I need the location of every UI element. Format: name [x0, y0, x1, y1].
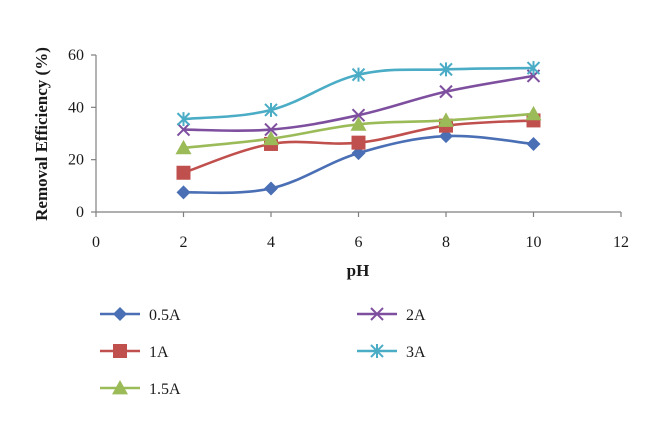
data-point [263, 130, 279, 146]
legend-item: 1A [100, 344, 169, 361]
data-point [439, 84, 453, 99]
legend-marker [370, 307, 384, 321]
legend-marker [113, 307, 127, 321]
x-tick-label: 4 [267, 234, 275, 251]
series-layer [175, 61, 542, 200]
data-point [176, 185, 191, 200]
legend-marker [112, 380, 128, 395]
data-point [350, 116, 367, 131]
data-point [176, 122, 191, 137]
data-point [264, 102, 278, 117]
data-point [351, 67, 366, 82]
y-tick-label: 40 [68, 99, 84, 116]
legend-label: 2A [406, 307, 426, 324]
x-tick-label: 10 [526, 234, 542, 251]
x-tick-label: 2 [180, 234, 188, 251]
legend-label: 1A [149, 344, 169, 361]
data-point [176, 165, 191, 180]
legend: 0.5A 1A 1.5A 2A 3A [100, 307, 426, 398]
x-tick-label: 0 [92, 234, 100, 251]
x-tick-label: 12 [613, 234, 629, 251]
data-point [438, 112, 454, 127]
y-axis-title: Removal Efficiency (%) [32, 47, 51, 221]
y-tick-label: 0 [76, 204, 84, 221]
series-2A [176, 69, 541, 137]
ticks: 0 2 4 6 8 10 12 0 20 40 60 [68, 47, 629, 251]
legend-marker [113, 344, 127, 358]
data-point [176, 112, 191, 127]
data-point [439, 62, 453, 77]
data-point [264, 181, 278, 196]
data-point [264, 122, 278, 137]
x-tick-label: 6 [355, 234, 363, 251]
legend-label: 0.5A [149, 307, 181, 324]
legend-item: 0.5A [100, 307, 181, 324]
legend-item: 3A [357, 344, 426, 361]
legend-item: 1.5A [100, 380, 181, 398]
data-point [525, 105, 542, 121]
x-tick-label: 8 [442, 234, 450, 251]
data-point [351, 108, 366, 122]
data-point [175, 139, 192, 155]
y-tick-label: 20 [68, 152, 84, 169]
x-axis-title: pH [347, 261, 370, 280]
data-point [351, 135, 366, 150]
legend-label: 3A [406, 344, 426, 361]
legend-marker [370, 344, 384, 358]
legend-item: 2A [357, 307, 426, 324]
series-3A [176, 61, 541, 127]
series-1.5A [175, 105, 542, 155]
y-tick-label: 60 [68, 47, 84, 64]
legend-label: 1.5A [149, 381, 181, 398]
data-point [526, 61, 541, 76]
data-point [526, 136, 541, 151]
